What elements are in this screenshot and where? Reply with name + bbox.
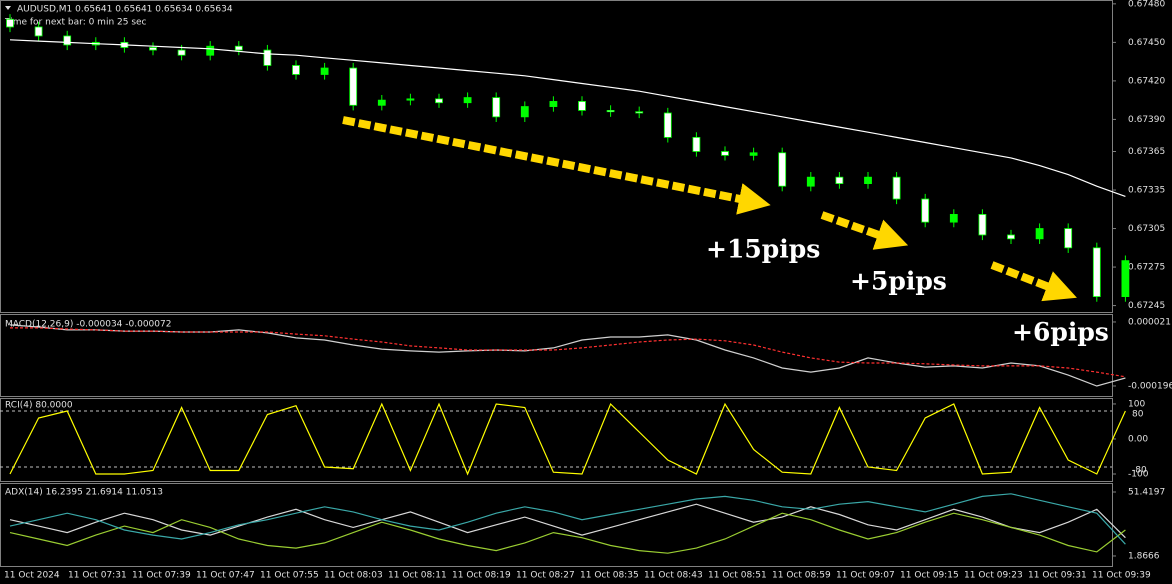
candle-body	[721, 151, 729, 156]
y-tick-label: -0.000196	[1128, 381, 1172, 391]
candle-body	[234, 45, 243, 51]
y-tick-label: 51.4197	[1128, 488, 1165, 498]
candle-body	[549, 101, 558, 107]
candle-body	[778, 152, 787, 187]
x-tick-label: 11 Oct 09:07	[836, 571, 895, 581]
x-tick-label: 11 Oct 09:15	[900, 571, 959, 581]
adx-title: ADX(14) 16.2395 21.6914 11.0513	[5, 488, 163, 498]
x-tick-label: 11 Oct 09:39	[1092, 571, 1151, 581]
candle-body	[320, 67, 329, 75]
macd-title: MACD(12,26,9) -0.000034 -0.000072	[5, 320, 171, 330]
level-label: -80	[1132, 465, 1147, 475]
annotation: +6pips	[1012, 318, 1109, 347]
x-tick-label: 11 Oct 08:59	[772, 571, 831, 581]
x-tick-label: 11 Oct 2024	[4, 571, 60, 581]
candle-body	[520, 106, 529, 118]
candle-body	[892, 176, 901, 200]
candle-body	[406, 98, 415, 101]
indicator-line	[9, 503, 1126, 539]
candle-body	[1121, 260, 1130, 297]
candle-body	[663, 112, 672, 138]
indicator-line	[9, 493, 1126, 545]
candle-body	[377, 99, 386, 106]
y-tick-label: 0.67390	[1128, 115, 1165, 125]
level-label: 80	[1132, 409, 1144, 419]
x-tick-label: 11 Oct 08:27	[516, 571, 575, 581]
candle-body	[635, 111, 644, 114]
candle-body	[1064, 228, 1073, 249]
candle-body	[806, 176, 815, 187]
candle-body	[206, 45, 215, 56]
y-tick-label: 0.00	[1128, 434, 1148, 444]
candle-body	[921, 198, 930, 223]
y-tick-label: 0.000021	[1128, 317, 1171, 327]
annotation: +5pips	[850, 267, 947, 296]
candle-body	[149, 47, 157, 51]
x-tick-label: 11 Oct 08:35	[580, 571, 639, 581]
y-tick-label: 0.67365	[1128, 147, 1165, 157]
x-tick-label: 11 Oct 08:19	[452, 571, 511, 581]
y-tick-label: 0.67245	[1128, 301, 1165, 311]
trend-arrows	[342, 116, 1077, 302]
candle-body	[34, 26, 43, 37]
candle-body	[1092, 247, 1101, 297]
annotation: +15pips	[706, 235, 820, 264]
indicator-line	[10, 327, 1126, 378]
candle-body	[263, 49, 272, 66]
candle-body	[349, 67, 358, 106]
candle-body	[292, 65, 300, 75]
menu-triangle[interactable]	[5, 6, 11, 10]
bar-timer: Time for next bar: 0 min 25 sec	[4, 18, 147, 28]
x-tick-label: 11 Oct 08:51	[708, 571, 767, 581]
candle-body	[692, 136, 701, 152]
candle-body	[864, 176, 872, 185]
rci-title: RCI(4) 80.0000	[5, 401, 73, 411]
candle-body	[177, 49, 186, 56]
symbol-header: AUDUSD,M1 0.65641 0.65641 0.65634 0.6563…	[17, 5, 233, 15]
x-tick-label: 11 Oct 08:11	[388, 571, 447, 581]
candle-body	[978, 214, 987, 236]
candle-body	[463, 97, 472, 104]
indicator-line	[9, 512, 1126, 554]
y-tick-label: -100	[1128, 469, 1149, 479]
candle-body	[63, 35, 72, 46]
candle-body	[6, 18, 14, 28]
y-tick-label: 0.67305	[1128, 224, 1165, 234]
x-tick-label: 11 Oct 07:47	[196, 571, 255, 581]
candle-body	[578, 101, 586, 111]
x-tick-label: 11 Oct 08:03	[324, 571, 383, 581]
y-tick-label: 0.67480	[1128, 0, 1165, 9]
y-tick-label: 0.67335	[1128, 186, 1165, 196]
y-tick-label: 1.8666	[1128, 551, 1160, 561]
x-tick-label: 11 Oct 09:31	[1028, 571, 1087, 581]
x-tick-label: 11 Oct 09:23	[964, 571, 1023, 581]
indicator-line	[9, 324, 1126, 387]
candle-body	[1035, 228, 1044, 240]
candle-body	[606, 110, 615, 113]
y-tick-label: 0.67450	[1128, 38, 1165, 48]
indicator-line	[9, 402, 1126, 476]
candle-body	[949, 214, 958, 223]
candle-body	[492, 97, 501, 118]
y-tick-label: 100	[1128, 399, 1145, 409]
x-tick-label: 11 Oct 07:39	[132, 571, 191, 581]
x-tick-label: 11 Oct 07:31	[68, 571, 127, 581]
x-tick-label: 11 Oct 08:43	[644, 571, 703, 581]
y-tick-label: 0.67275	[1128, 263, 1165, 273]
y-tick-label: 0.67420	[1128, 76, 1165, 86]
candle-body	[835, 176, 844, 185]
candle-body	[749, 152, 758, 156]
moving-average	[9, 39, 1126, 197]
candle-body	[435, 98, 443, 104]
x-tick-label: 11 Oct 07:55	[260, 571, 319, 581]
candle-body	[1007, 234, 1015, 240]
